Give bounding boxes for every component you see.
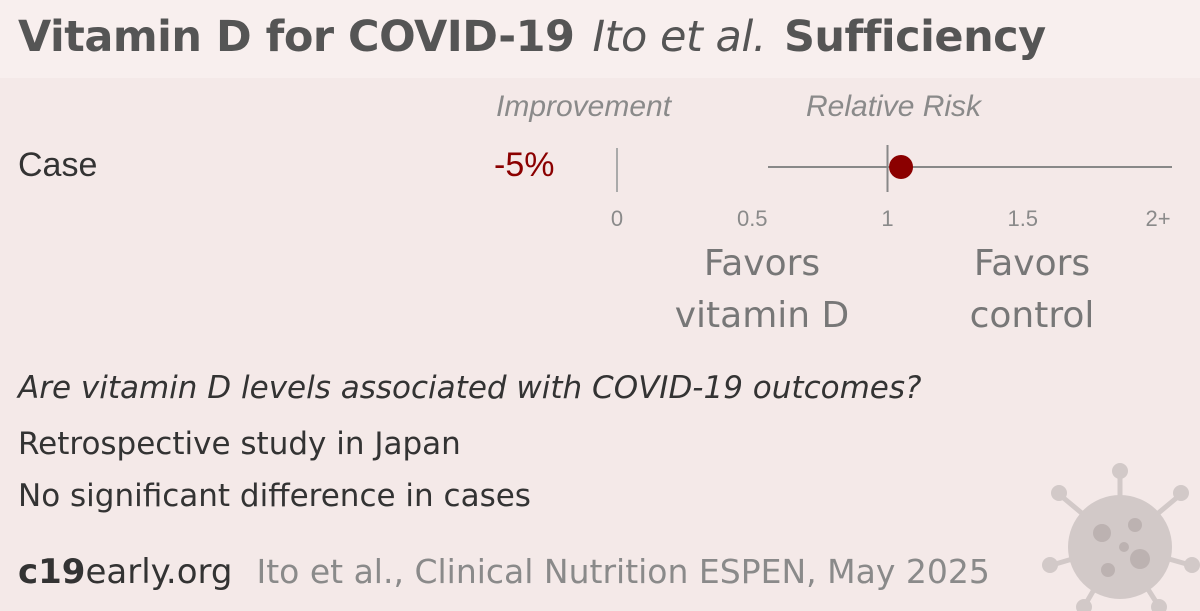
header-bar: Vitamin D for COVID-19 Ito et al. Sufficie… [0, 0, 1200, 78]
row-label-case: Case [18, 146, 98, 184]
page-title: Vitamin D for COVID-19 Ito et al. Sufficie… [18, 12, 1046, 62]
title-text: Vitamin D for COVID-19 [18, 12, 575, 62]
tick-label-4: 2+ [1145, 206, 1170, 231]
site-name-bold: c19 [18, 552, 86, 592]
group-name: Sufficiency [783, 12, 1046, 62]
study-question: Are vitamin D levels associated with COV… [18, 370, 922, 406]
tick-label-1: 0.5 [737, 206, 768, 231]
favors-treatment-line-1: Favors [703, 243, 821, 284]
site-name-rest: early.org [85, 552, 233, 592]
favors-treatment-line-2: vitamin D [674, 295, 850, 336]
favors-control-label: Favors control [932, 238, 1132, 342]
tick-label-0: 0 [611, 206, 623, 231]
summary-line-result: No significant difference in cases [18, 478, 531, 514]
tick-labels: 0 0.5 1 1.5 2+ [611, 206, 1171, 231]
favors-treatment-label: Favors vitamin D [662, 238, 862, 342]
point-estimate-case [889, 155, 914, 179]
tick-label-3: 1.5 [1007, 206, 1038, 231]
improvement-value-case: -5% [494, 146, 555, 184]
relative-risk-column-label: Relative Risk [806, 90, 982, 123]
virus-icon [1042, 463, 1200, 611]
favors-control-line-1: Favors [973, 243, 1091, 284]
citation: Ito et al., Clinical Nutrition ESPEN, Ma… [256, 552, 990, 591]
improvement-column-label: Improvement [496, 90, 672, 123]
tick-label-2: 1 [881, 206, 893, 231]
site-link[interactable]: c19early.org [18, 552, 233, 592]
favors-control-line-2: control [969, 295, 1095, 336]
footer: c19early.org Ito et al., Clinical Nutriti… [18, 552, 990, 592]
study-name: Ito et al. [592, 12, 766, 62]
summary-line-design: Retrospective study in Japan [18, 426, 461, 462]
forest-plot: 0 0.5 1 1.5 2+ [611, 145, 1172, 231]
